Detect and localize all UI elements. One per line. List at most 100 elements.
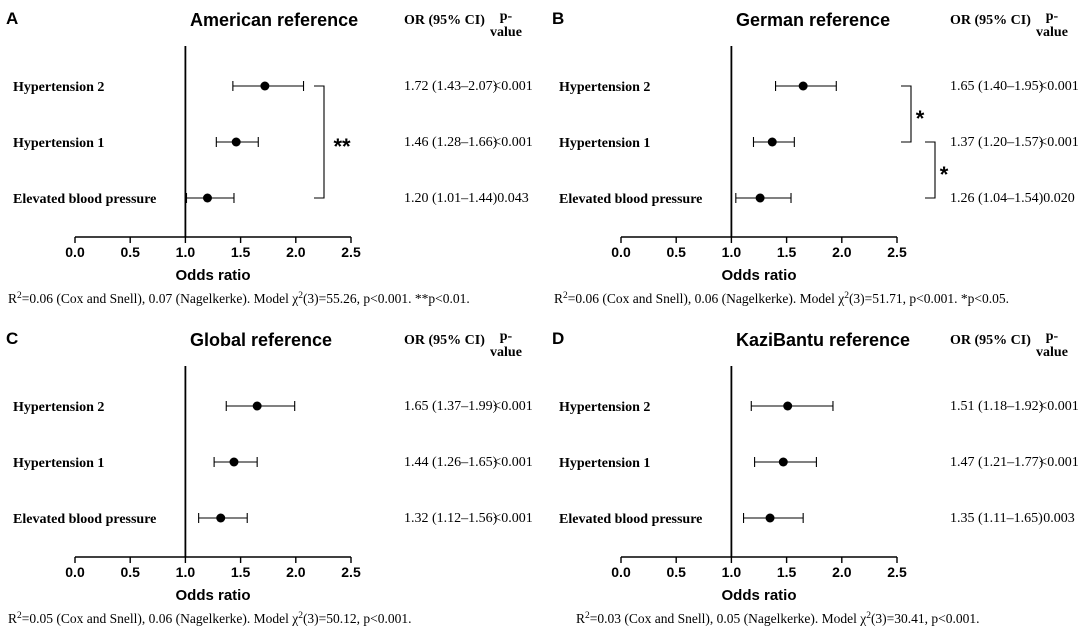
or-point (765, 513, 775, 523)
significance-marker: ** (333, 134, 351, 159)
footnote-text: =0.03 (Cox and Snell), 0.05 (Nagelkerke)… (590, 611, 866, 626)
p-value-header: p- (500, 9, 513, 24)
or-point (755, 193, 765, 203)
or-point (229, 457, 239, 467)
x-tick-label: 2.0 (286, 564, 306, 580)
x-tick-label: 1.5 (231, 564, 251, 580)
or-point (202, 193, 212, 203)
significance-marker: * (916, 106, 925, 131)
significance-marker: * (940, 162, 949, 187)
footnote-superscript: 2 (298, 291, 303, 301)
or-column-header: OR (95% CI) (950, 13, 1031, 28)
footnote-superscript: 2 (866, 611, 871, 621)
panel-title: KaziBantu reference (736, 330, 910, 350)
p-value: <0.001 (493, 135, 532, 150)
p-value: 0.003 (1043, 511, 1075, 526)
x-tick-label: 0.5 (666, 244, 686, 260)
x-tick-label: 0.5 (120, 244, 140, 260)
row-label: Hypertension 1 (13, 136, 104, 151)
panel-letter: C (6, 329, 18, 348)
x-axis-label: Odds ratio (721, 267, 796, 284)
footnote-text: R (8, 291, 17, 306)
panel-footnote: R2=0.05 (Cox and Snell), 0.06 (Nagelkerk… (8, 611, 412, 626)
x-tick-label: 2.0 (286, 244, 306, 260)
x-tick-label: 0.5 (120, 564, 140, 580)
panel-b: B German reference OR (95% CI) p-value 0.0 0.… (552, 9, 1079, 306)
p-value: 0.043 (497, 191, 529, 206)
x-tick-label: 2.5 (887, 244, 907, 260)
panel-footnote: R 2=0.06 (Cox and Snell), 0.07 (Nagelkerk… (8, 291, 470, 306)
p-value-header: value (1036, 25, 1068, 40)
or-ci-value: 1.51 (1.18–1.92) (950, 399, 1044, 414)
or-ci-value: 1.26 (1.04–1.54) (950, 191, 1044, 206)
row-label: Hypertension 1 (559, 136, 650, 151)
x-tick-label: 1.0 (176, 244, 196, 260)
p-value: <0.001 (493, 511, 532, 526)
or-ci-value: 1.65 (1.37–1.99) (404, 399, 498, 414)
row-label: Hypertension 2 (13, 80, 104, 95)
x-tick-label: 0.0 (611, 564, 631, 580)
row-label: Hypertension 2 (13, 400, 104, 415)
or-column-header: OR (95% CI) (404, 333, 485, 348)
panel-d: D KaziBantu reference OR (95% CI) p-value 0.… (552, 329, 1079, 626)
panel-title: American reference (190, 10, 358, 30)
or-column-header: OR (95% CI) (950, 333, 1031, 348)
footnote-text: (3)=50.12, p<0.001. (303, 611, 412, 626)
x-tick-label: 2.0 (832, 564, 852, 580)
footnote-superscript: 2 (563, 291, 568, 301)
x-axis-label: Odds ratio (175, 267, 250, 284)
footnote-text: =0.05 (Cox and Snell), 0.06 (Nagelkerke)… (22, 611, 298, 626)
or-column-header: OR (95% CI) (404, 13, 485, 28)
x-tick-label: 1.5 (777, 564, 797, 580)
x-tick-label: 1.0 (722, 564, 742, 580)
or-ci-value: 1.47 (1.21–1.77) (950, 455, 1044, 470)
panel-c: C Global reference OR (95% CI) p-value 0.0 0.… (6, 329, 533, 626)
footnote-text: (3)=55.26, p<0.001. **p<0.01. (303, 291, 470, 306)
x-tick-label: 2.5 (341, 564, 361, 580)
row-label: Hypertension 1 (559, 456, 650, 471)
footnote-text: (3)=30.41, p<0.001. (871, 611, 980, 626)
row-label: Elevated blood pressure (559, 192, 702, 207)
p-value-header: value (490, 345, 522, 360)
p-value: <0.001 (493, 399, 532, 414)
row-label: Hypertension 2 (559, 400, 650, 415)
footnote-text: =0.06 (Cox and Snell), 0.07 (Nagelkerke)… (22, 291, 298, 306)
or-ci-value: 1.32 (1.12–1.56) (404, 511, 498, 526)
panel-letter: A (6, 9, 18, 28)
or-point (778, 457, 788, 467)
p-value: 0.020 (1043, 191, 1075, 206)
footnote-superscript: 2 (17, 611, 22, 621)
panel-a: A American reference OR (95% CI) p-value 0.0… (6, 9, 533, 306)
row-label: Elevated blood pressure (559, 512, 702, 527)
x-tick-label: 1.0 (722, 244, 742, 260)
or-point (260, 81, 270, 91)
p-value-header: p- (1046, 9, 1059, 24)
or-ci-value: 1.44 (1.26–1.65) (404, 455, 498, 470)
or-point (252, 401, 262, 411)
footnote-text: =0.06 (Cox and Snell), 0.06 (Nagelkerke)… (568, 291, 844, 306)
or-ci-value: 1.46 (1.28–1.66) (404, 135, 498, 150)
x-tick-label: 1.5 (777, 244, 797, 260)
x-tick-label: 2.5 (341, 244, 361, 260)
or-point (798, 81, 808, 91)
x-axis-label: Odds ratio (721, 587, 796, 604)
or-point (216, 513, 226, 523)
footnote-superscript: 2 (298, 611, 303, 621)
or-point (767, 137, 777, 147)
panel-footnote: R2=0.06 (Cox and Snell), 0.06 (Nagelkerk… (554, 291, 1009, 306)
p-value: <0.001 (1039, 455, 1078, 470)
panel-footnote: R 2=0.03 (Cox and Snell), 0.05 (Nagelkerk… (576, 611, 980, 626)
footnote-text: R (576, 611, 585, 626)
footnote-text: (3)=51.71, p<0.001. *p<0.05. (849, 291, 1009, 306)
p-value: <0.001 (1039, 79, 1078, 94)
or-point (231, 137, 241, 147)
panel-title: German reference (736, 10, 890, 30)
p-value-header: p- (500, 329, 513, 344)
x-tick-label: 0.5 (666, 564, 686, 580)
significance-bracket (314, 85, 325, 199)
footnote-superscript: 2 (844, 291, 849, 301)
or-ci-value: 1.20 (1.01–1.44) (404, 191, 498, 206)
or-ci-value: 1.72 (1.43–2.07) (404, 79, 498, 94)
p-value-header: value (1036, 345, 1068, 360)
